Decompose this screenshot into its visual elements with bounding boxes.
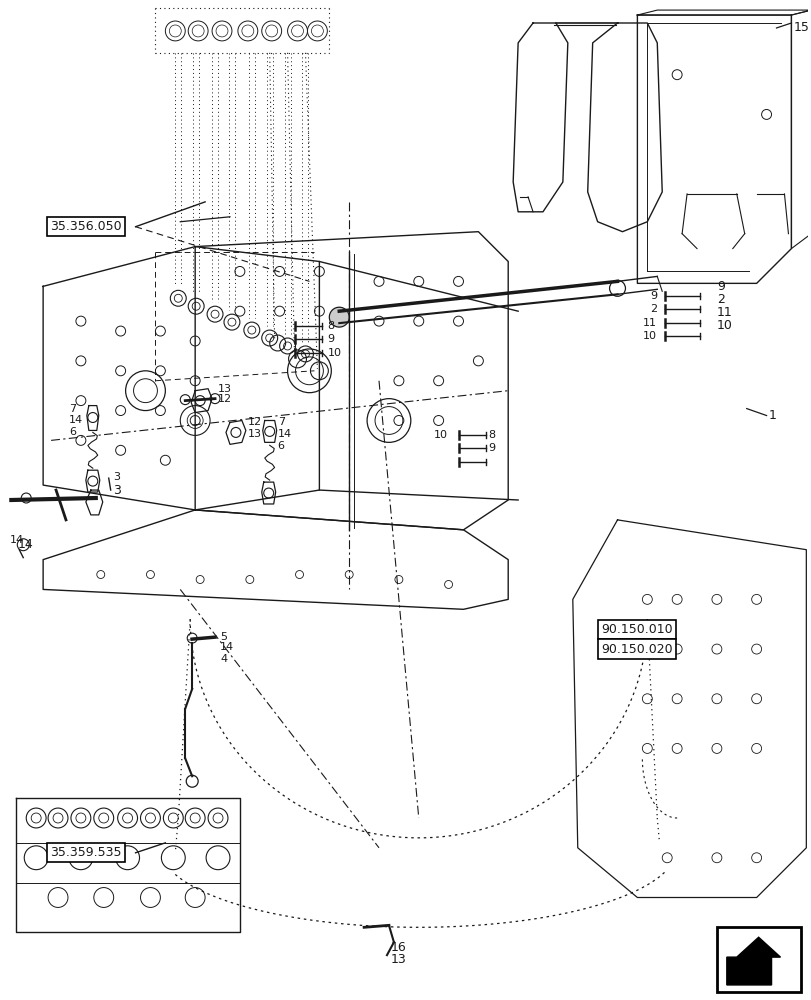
Text: 4: 4 — [220, 654, 227, 664]
Text: 10: 10 — [716, 319, 732, 332]
Text: 6: 6 — [69, 427, 76, 437]
Text: 7: 7 — [277, 417, 285, 427]
Text: 11: 11 — [716, 306, 732, 319]
Text: 8: 8 — [487, 430, 495, 440]
Text: 10: 10 — [433, 430, 447, 440]
Text: 3: 3 — [113, 472, 119, 482]
Text: 13: 13 — [390, 953, 406, 966]
Text: 13: 13 — [247, 429, 261, 439]
Text: 12: 12 — [247, 417, 262, 427]
Text: 9: 9 — [487, 443, 495, 453]
Text: 14: 14 — [69, 415, 83, 425]
Text: 14: 14 — [10, 535, 24, 545]
Text: 90.150.020: 90.150.020 — [601, 643, 672, 656]
Circle shape — [329, 307, 349, 327]
Text: 7: 7 — [69, 404, 76, 414]
Text: 12: 12 — [218, 394, 232, 404]
Text: 10: 10 — [642, 331, 656, 341]
Bar — [716, 927, 800, 992]
Text: 3: 3 — [113, 484, 120, 497]
Text: 16: 16 — [390, 941, 406, 954]
Text: 10: 10 — [327, 348, 341, 358]
Text: 2: 2 — [716, 293, 724, 306]
Text: 14: 14 — [17, 538, 33, 551]
Text: 9: 9 — [650, 291, 656, 301]
Text: 9: 9 — [327, 334, 334, 344]
Text: 11: 11 — [642, 318, 656, 328]
Text: 14: 14 — [277, 429, 291, 439]
Text: 6: 6 — [277, 441, 285, 451]
Text: 1: 1 — [768, 409, 775, 422]
Text: 14: 14 — [220, 642, 234, 652]
Text: 8: 8 — [327, 321, 334, 331]
Text: 2: 2 — [650, 304, 656, 314]
Text: 90.150.010: 90.150.010 — [601, 623, 672, 636]
Text: 35.356.050: 35.356.050 — [50, 220, 122, 233]
Text: 5: 5 — [220, 632, 227, 642]
Text: 13: 13 — [218, 384, 232, 394]
Text: 15: 15 — [792, 21, 809, 34]
Text: 9: 9 — [716, 280, 724, 293]
Text: 35.359.535: 35.359.535 — [50, 846, 122, 859]
Polygon shape — [726, 937, 779, 985]
